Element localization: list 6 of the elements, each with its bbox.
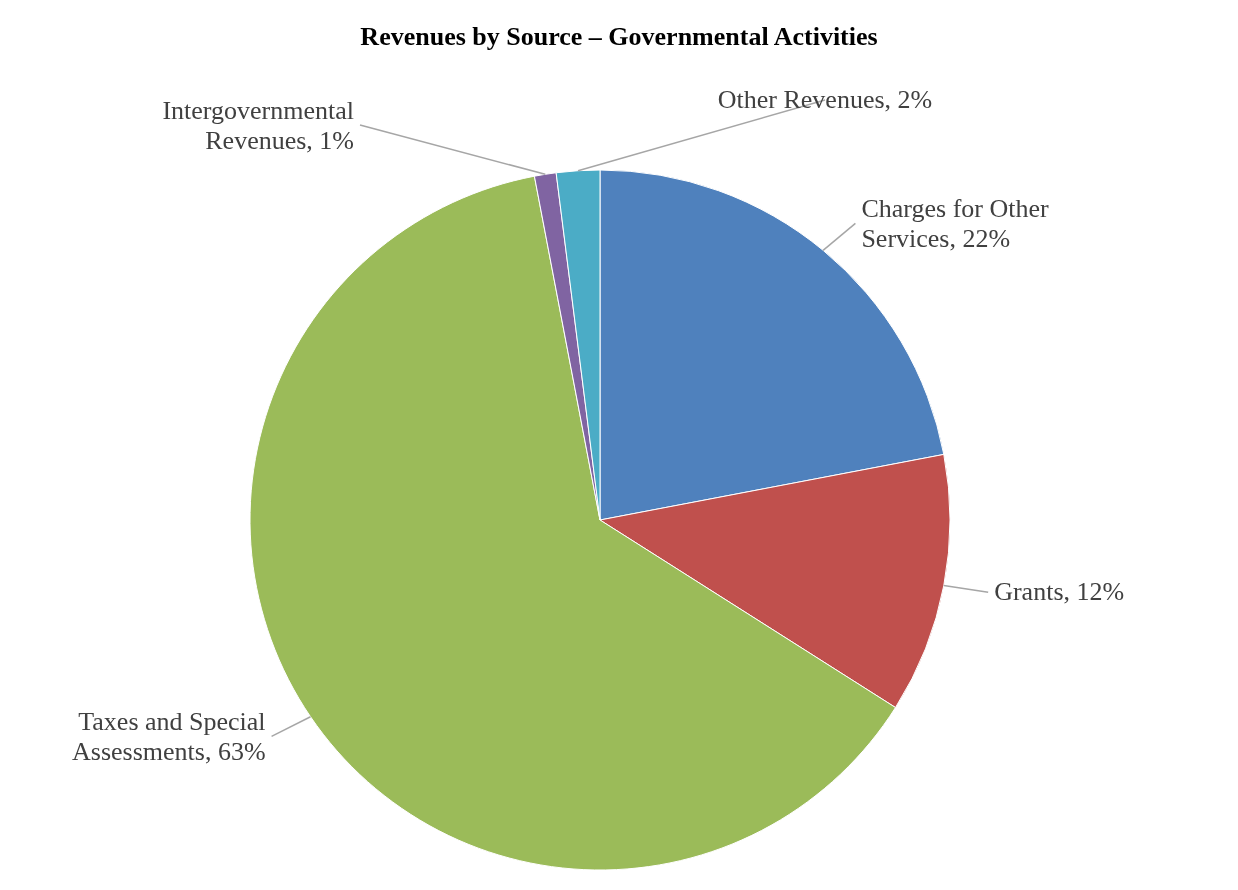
slice-label: Taxes and Special Assessments, 63% — [72, 707, 266, 767]
slice-label: Grants, 12% — [994, 577, 1125, 607]
slice-label: Other Revenues, 2% — [717, 85, 933, 114]
slice-label: Charges for Other Services, 22% — [861, 194, 1049, 254]
slice-label: Intergovernmental Revenues, 1% — [162, 96, 354, 155]
chart-title: Revenues by Source – Governmental Activities — [360, 22, 878, 51]
